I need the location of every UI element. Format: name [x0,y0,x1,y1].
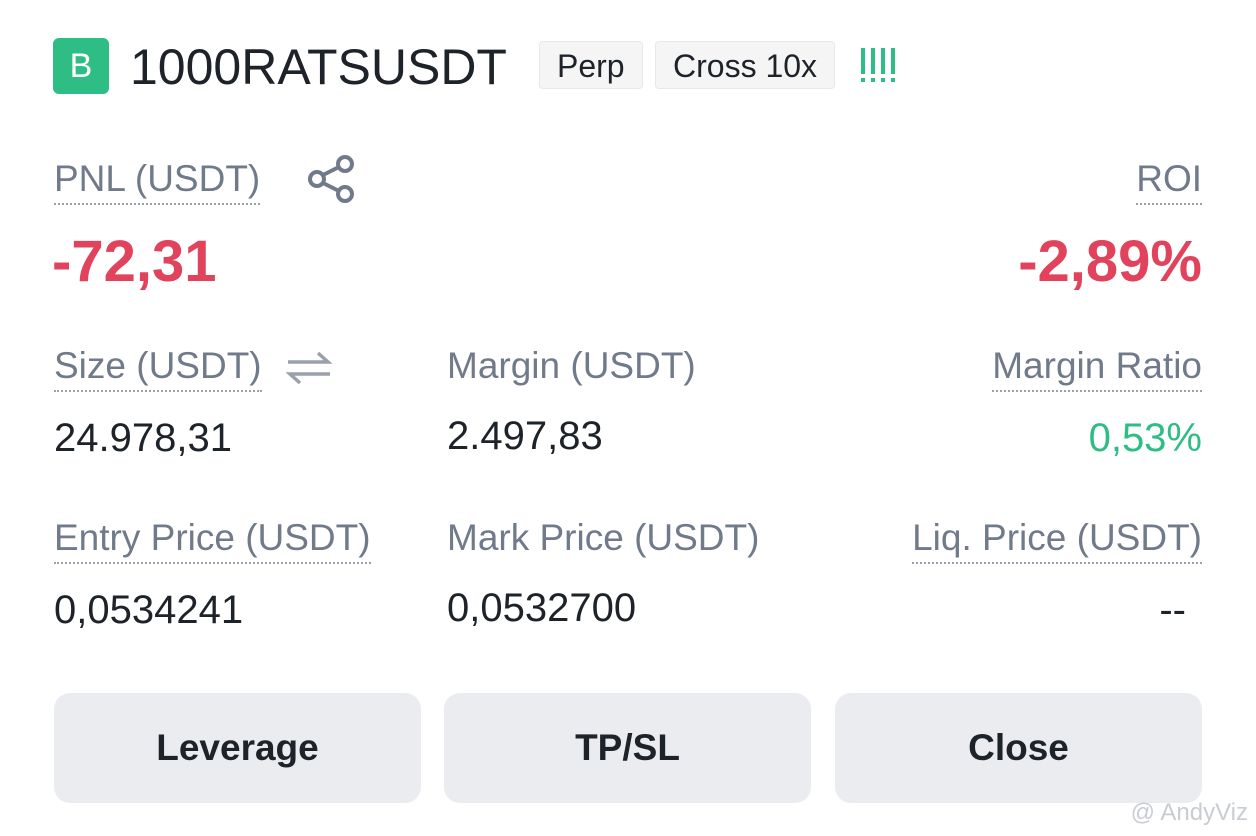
field-value: -- [1159,588,1186,632]
leverage-button[interactable]: Leverage [54,693,421,803]
tag: Perp [539,41,643,89]
field-value: 0,0534241 [54,588,244,632]
roi-value: -2,89% [1018,229,1202,294]
share-icon[interactable] [306,154,358,204]
pnl-label[interactable]: PNL (USDT) [54,157,261,205]
field-label: Mark Price (USDT) [447,517,760,558]
pnl-value: -72,31 [52,229,217,294]
symbol[interactable]: 1000RATSUSDT [130,39,507,95]
tpsl-button[interactable]: TP/SL [444,693,811,803]
field-label[interactable]: Size (USDT) [54,344,262,392]
badge: B [53,38,109,94]
signal-icon [861,48,895,82]
roi-label[interactable]: ROI [1136,157,1202,205]
field-label[interactable]: Margin Ratio [992,344,1202,392]
watermark: @ AndyViz [1130,799,1248,826]
tag: Cross 10x [655,41,836,89]
field-value: 0,0532700 [447,586,637,630]
field-value: 2.497,83 [447,414,603,458]
field-label: Margin (USDT) [447,345,696,386]
field-label[interactable]: Liq. Price (USDT) [912,516,1202,564]
field-value: 24.978,31 [54,416,232,460]
field-value: 0,53% [1088,416,1202,460]
swap-icon[interactable] [286,348,332,388]
field-label[interactable]: Entry Price (USDT) [54,516,371,564]
close-button[interactable]: Close [835,693,1202,803]
